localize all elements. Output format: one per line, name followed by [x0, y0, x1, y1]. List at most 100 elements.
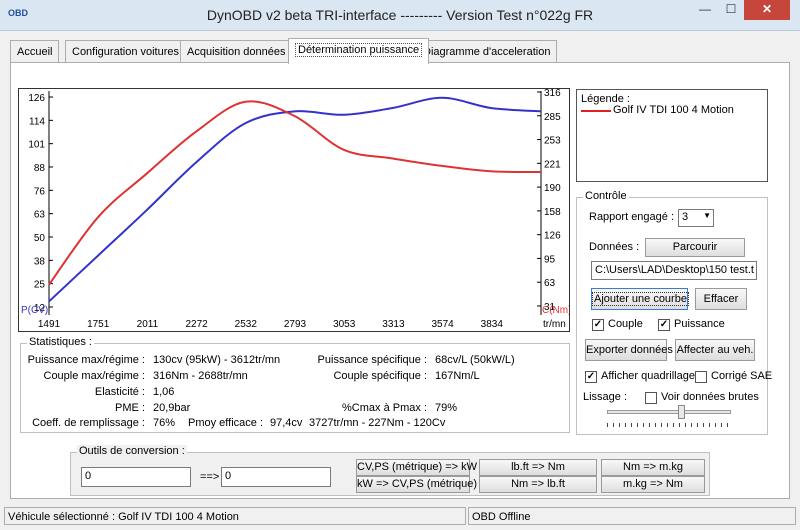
pmoy-value: 97,4cv	[270, 417, 303, 429]
app-icon: OBD	[8, 8, 28, 18]
x-tick-label: 3313	[382, 319, 405, 330]
nm-to-lbft-button[interactable]: Nm => lb.ft	[479, 476, 597, 493]
status-bar: Véhicule sélectionné : Golf IV TDI 100 4…	[0, 503, 800, 530]
y-left-tick-label: 114	[29, 116, 45, 127]
cmax-label: %Cmax à Pmax :	[342, 402, 427, 414]
controle-title: Contrôle	[583, 190, 629, 202]
rapport-select[interactable]: 3 ▼	[678, 209, 714, 227]
conversion-input[interactable]: 0	[81, 467, 191, 487]
tab-label: Diagramme d'acceleration	[423, 46, 551, 58]
corrige-sae-label: Corrigé SAE	[711, 370, 773, 382]
tab-acquisition-donnees[interactable]: Acquisition données	[180, 40, 293, 63]
statistiques-group: Statistiques : Puissance max/régime : 13…	[20, 336, 570, 433]
minimize-button[interactable]: —	[699, 2, 711, 16]
effacer-button[interactable]: Effacer	[695, 288, 747, 310]
cmax-value: 79%	[435, 402, 458, 414]
tab-configuration-voitures[interactable]: Configuration voitures	[65, 40, 187, 63]
ajouter-courbe-label: Ajouter une courbe	[592, 292, 689, 306]
nm-to-mkg-button[interactable]: Nm => m.kg	[601, 459, 705, 476]
stat-value: 20,9bar	[153, 402, 191, 414]
exporter-donnees-button[interactable]: Exporter données	[585, 339, 673, 361]
stat-value: 316Nm - 2688tr/mn	[153, 370, 248, 382]
status-vehicle: Véhicule sélectionné : Golf IV TDI 100 4…	[4, 507, 466, 525]
close-button[interactable]: ✕	[744, 0, 790, 20]
stat-label: Elasticité :	[94, 386, 145, 398]
corrige-sae-checkbox[interactable]	[695, 371, 707, 383]
affecter-vehicule-button[interactable]: Affecter au veh.	[675, 339, 755, 361]
y-left-tick-label: 63	[34, 210, 46, 221]
stat-label: Coeff. de remplissage :	[32, 417, 145, 429]
x-tick-label: 2011	[137, 319, 159, 330]
stat-value: 76%	[153, 417, 176, 429]
stat-value: 1,06	[153, 386, 175, 398]
statistiques-title: Statistiques :	[27, 336, 94, 348]
maximize-button[interactable]: ☐	[725, 2, 737, 16]
chevron-down-icon: ▼	[703, 211, 711, 220]
voir-brutes-checkbox[interactable]	[645, 392, 657, 404]
lbft-to-nm-button[interactable]: lb.ft => Nm	[479, 459, 597, 476]
lissage-label: Lissage :	[583, 391, 628, 403]
y-right-axis-label: C(Nm)	[542, 305, 569, 316]
legend-line-swatch	[581, 110, 611, 112]
rapport-value: 3	[682, 211, 689, 223]
lissage-slider-thumb[interactable]	[678, 405, 685, 419]
y-right-tick-label: 95	[544, 254, 556, 265]
stat-label: Couple spécifique :	[333, 370, 427, 382]
pmoy-label: Pmoy efficace :	[188, 417, 263, 429]
x-tick-label: 3053	[333, 319, 356, 330]
stat-label: Puissance max/régime :	[27, 354, 145, 366]
y-right-tick-label: 190	[544, 183, 561, 194]
window-title: DynOBD v2 beta TRI-interface --------- V…	[206, 7, 594, 23]
controle-group: Contrôle Rapport engagé : 3 ▼ Données : …	[576, 190, 772, 435]
x-unit-label: tr/mn	[543, 319, 566, 330]
stat-label: Couple max/régime :	[43, 370, 146, 382]
title-bar: OBD DynOBD v2 beta TRI-interface -------…	[0, 0, 800, 31]
y-left-tick-label: 101	[28, 140, 45, 151]
status-connection: OBD Offline	[468, 507, 796, 525]
quadrillage-checkbox[interactable]: ✓	[585, 371, 597, 383]
stat-value: 68cv/L (50kW/L)	[435, 354, 515, 366]
outils-title: Outils de conversion :	[77, 445, 187, 457]
x-tick-label: 2793	[284, 319, 307, 330]
quadrillage-label: Afficher quadrillage	[601, 370, 695, 382]
stat-value: 130cv (95kW) - 3612tr/mn	[153, 354, 281, 366]
series-line-left	[48, 96, 542, 303]
chart-svg: 126 114 101 88 76 63 50 38 25 12 316 285 253 221 190 15…	[21, 88, 571, 330]
mkg-to-nm-button[interactable]: m.kg => Nm	[601, 476, 705, 493]
y-left-tick-label: 126	[28, 93, 45, 104]
x-tick-label: 2272	[185, 319, 208, 330]
lissage-slider[interactable]	[607, 410, 731, 414]
conversion-output[interactable]: 0	[221, 467, 331, 487]
y-right-tick-label: 63	[544, 278, 556, 289]
couple-label: Couple	[608, 318, 643, 330]
series-line-right	[48, 100, 542, 286]
kw-to-cv-button[interactable]: kW => CV,PS (métrique)	[356, 476, 477, 493]
power-torque-chart: 126 114 101 88 76 63 50 38 25 12 316 285 253 221 190 15…	[18, 88, 571, 332]
x-tick-label: 3574	[431, 319, 454, 330]
file-path-field[interactable]: C:\Users\LAD\Desktop\150 test.t	[591, 261, 757, 280]
tab-determination-puissance[interactable]: Détermination puissance	[288, 38, 430, 64]
legend-box: Légende : Golf IV TDI 100 4 Motion	[576, 89, 768, 182]
tab-label: Détermination puissance	[295, 43, 423, 57]
y-left-tick-label: 50	[34, 233, 46, 244]
stat-label: Puissance spécifique :	[317, 354, 427, 366]
conversion-arrow: ==>	[200, 471, 220, 483]
y-left-tick-label: 88	[34, 163, 46, 174]
ajouter-courbe-button[interactable]: Ajouter une courbe	[591, 288, 689, 310]
y-left-tick-label: 12	[34, 303, 46, 314]
y-left-tick-label: 38	[34, 256, 46, 267]
y-left-tick-label: 25	[34, 280, 46, 291]
stat-value: 167Nm/L	[435, 370, 480, 382]
parcourir-button[interactable]: Parcourir	[645, 238, 745, 257]
y-right-tick-label: 316	[544, 89, 561, 99]
y-right-tick-label: 253	[544, 136, 561, 147]
tab-diagramme-acceleration[interactable]: Diagramme d'acceleration	[416, 40, 558, 63]
puissance-checkbox[interactable]: ✓	[658, 319, 670, 331]
x-tick-label: 1491	[38, 319, 61, 330]
tab-label: Acquisition données	[187, 46, 286, 58]
cv-to-kw-button[interactable]: CV,PS (métrique) => kW	[356, 459, 477, 476]
x-tick-label: 2532	[235, 319, 258, 330]
tab-accueil[interactable]: Accueil	[10, 40, 60, 63]
couple-checkbox[interactable]: ✓	[592, 319, 604, 331]
